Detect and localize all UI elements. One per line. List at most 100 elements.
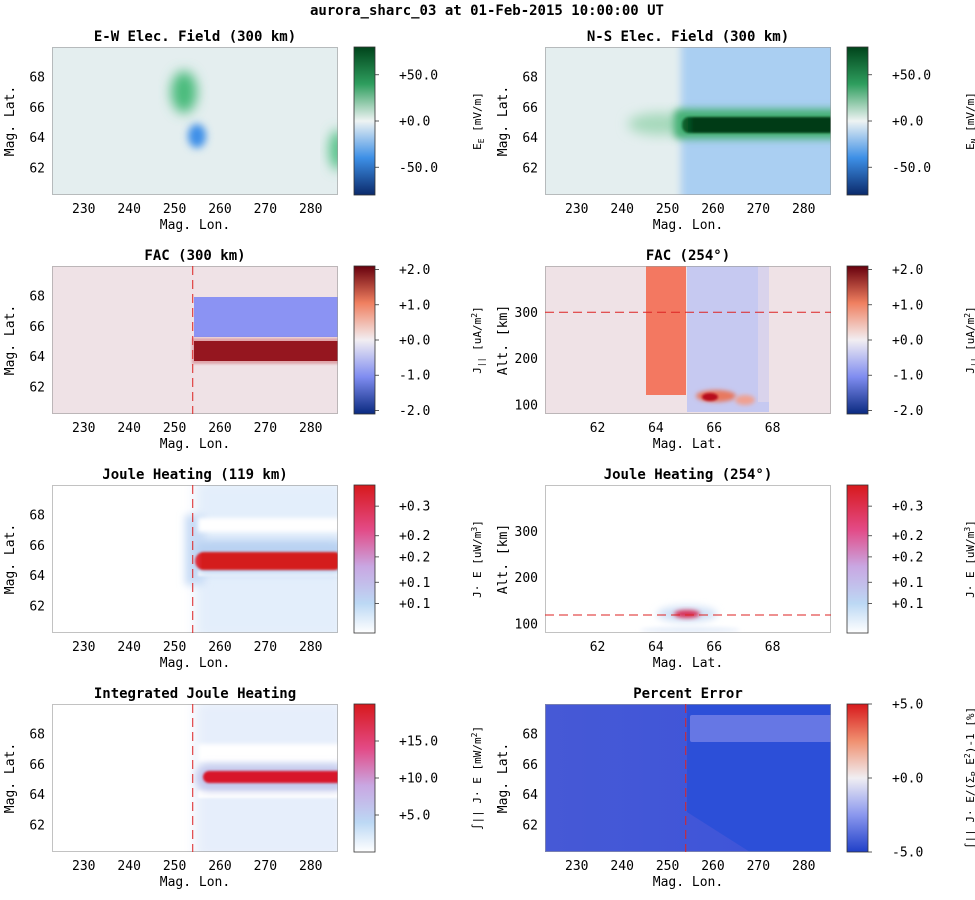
colorbar-tick-label: +1.0 xyxy=(892,298,923,313)
colorbar-fac_alt xyxy=(846,265,869,415)
colorbar-tick-label: +0.1 xyxy=(399,597,430,612)
plot-frame-ew xyxy=(52,47,338,195)
panel-title-err: Percent Error xyxy=(633,686,743,702)
x-tick-label: 260 xyxy=(208,202,231,217)
x-tick-label: 230 xyxy=(72,202,95,217)
colorbar-tick-label: +50.0 xyxy=(892,68,931,83)
y-tick-label: 64 xyxy=(29,131,45,146)
y-tick-label: 68 xyxy=(29,509,45,524)
colorbar-jh xyxy=(353,484,376,634)
y-tick-label: 64 xyxy=(29,350,45,365)
x-tick-label: 230 xyxy=(72,859,95,874)
colorbar-tick-label: +0.3 xyxy=(892,500,923,515)
x-tick-label: 250 xyxy=(656,202,679,217)
colorbar-tick-label: +0.0 xyxy=(892,334,923,349)
y-tick-label: 64 xyxy=(29,788,45,803)
colorbar-tick-label: +0.0 xyxy=(892,115,923,130)
x-tick-label: 270 xyxy=(254,640,277,655)
x-tick-label: 270 xyxy=(254,202,277,217)
y-tick-label: 100 xyxy=(515,617,538,632)
x-tick-label: 250 xyxy=(656,859,679,874)
x-tick-label: 270 xyxy=(254,859,277,874)
colorbar-tick-label: +2.0 xyxy=(399,263,430,278)
y-axis-label-jh_alt: Alt. [km] xyxy=(496,524,511,594)
y-tick-label: 62 xyxy=(522,818,538,833)
y-tick-label: 68 xyxy=(29,728,45,743)
x-tick-label: 64 xyxy=(648,640,664,655)
x-tick-label: 64 xyxy=(648,421,664,436)
x-tick-label: 68 xyxy=(765,640,781,655)
x-tick-label: 240 xyxy=(117,640,140,655)
x-tick-label: 280 xyxy=(299,859,322,874)
y-tick-label: 300 xyxy=(515,525,538,540)
colorbar-tick-label: +0.0 xyxy=(892,772,923,787)
colorbar-label-jh: J· E [uW/m3​] xyxy=(470,520,484,598)
colorbar-label-fac: J||​ [uA/m2​] xyxy=(470,306,486,373)
colorbar-tick-label: +0.3 xyxy=(399,500,430,515)
y-tick-label: 62 xyxy=(29,818,45,833)
y-tick-label: 68 xyxy=(29,71,45,86)
x-axis-label-fac_alt: Mag. Lat. xyxy=(653,437,723,452)
panel-title-jh: Joule Heating (119 km) xyxy=(102,467,287,483)
x-tick-label: 62 xyxy=(590,421,606,436)
colorbar-tick-label: +0.2 xyxy=(399,529,430,544)
panel-title-ew: E-W Elec. Field (300 km) xyxy=(94,29,296,45)
y-tick-label: 200 xyxy=(515,352,538,367)
colorbar-ew xyxy=(353,46,376,196)
y-tick-label: 62 xyxy=(29,161,45,176)
x-axis-label-ijh: Mag. Lon. xyxy=(160,875,230,890)
panel-title-ijh: Integrated Joule Heating xyxy=(94,686,296,702)
x-tick-label: 250 xyxy=(163,421,186,436)
panel-title-fac_alt: FAC (254°) xyxy=(646,248,730,264)
y-tick-label: 66 xyxy=(29,101,45,116)
colorbar-tick-label: +0.1 xyxy=(892,597,923,612)
colorbar-tick-label: +50.0 xyxy=(399,68,438,83)
y-tick-label: 68 xyxy=(29,290,45,305)
x-tick-label: 250 xyxy=(163,202,186,217)
colorbar-tick-label: -2.0 xyxy=(399,404,430,419)
heatmap-ew-field xyxy=(52,47,338,195)
plot-frame-ns xyxy=(545,47,831,195)
colorbar-tick-label: +0.1 xyxy=(399,576,430,591)
colorbar-tick-label: -50.0 xyxy=(892,161,931,176)
colorbar-err xyxy=(846,703,869,853)
y-tick-label: 62 xyxy=(29,599,45,614)
colorbar-tick-label: +0.2 xyxy=(892,550,923,565)
x-tick-label: 230 xyxy=(72,640,95,655)
colorbar-ns xyxy=(846,46,869,196)
y-axis-label-fac: Mag. Lat. xyxy=(3,305,18,375)
colorbar-tick-label: -1.0 xyxy=(399,369,430,384)
y-axis-label-ew: Mag. Lat. xyxy=(3,86,18,156)
x-tick-label: 280 xyxy=(299,202,322,217)
x-tick-label: 260 xyxy=(701,202,724,217)
plot-frame-fac xyxy=(52,266,338,414)
x-tick-label: 240 xyxy=(610,859,633,874)
colorbar-tick-label: -2.0 xyxy=(892,404,923,419)
x-tick-label: 240 xyxy=(117,859,140,874)
x-tick-label: 270 xyxy=(254,421,277,436)
x-tick-label: 66 xyxy=(706,421,722,436)
plot-frame-ijh xyxy=(52,704,338,852)
x-tick-label: 230 xyxy=(565,859,588,874)
y-tick-label: 66 xyxy=(29,320,45,335)
x-tick-label: 280 xyxy=(299,640,322,655)
x-tick-label: 270 xyxy=(747,859,770,874)
panel-title-fac: FAC (300 km) xyxy=(144,248,245,264)
plot-frame-jh xyxy=(52,485,338,633)
y-tick-label: 200 xyxy=(515,571,538,586)
x-tick-label: 250 xyxy=(163,640,186,655)
y-tick-label: 68 xyxy=(522,728,538,743)
y-tick-label: 64 xyxy=(522,131,538,146)
x-axis-label-err: Mag. Lon. xyxy=(653,875,723,890)
colorbar-label-fac_alt: J||​ [uA/m2​] xyxy=(963,306,975,373)
y-axis-label-fac_alt: Alt. [km] xyxy=(496,305,511,375)
x-tick-label: 260 xyxy=(701,859,724,874)
colorbar-ijh xyxy=(353,703,376,853)
y-tick-label: 300 xyxy=(515,306,538,321)
y-tick-label: 66 xyxy=(522,101,538,116)
colorbar-label-jh_alt: J· E [uW/m3​] xyxy=(963,520,975,598)
plot-frame-fac_alt xyxy=(545,266,831,414)
panel-title-ns: N-S Elec. Field (300 km) xyxy=(587,29,789,45)
colorbar-label-ns: EN​ [mV/m] xyxy=(964,92,975,150)
x-tick-label: 240 xyxy=(117,202,140,217)
